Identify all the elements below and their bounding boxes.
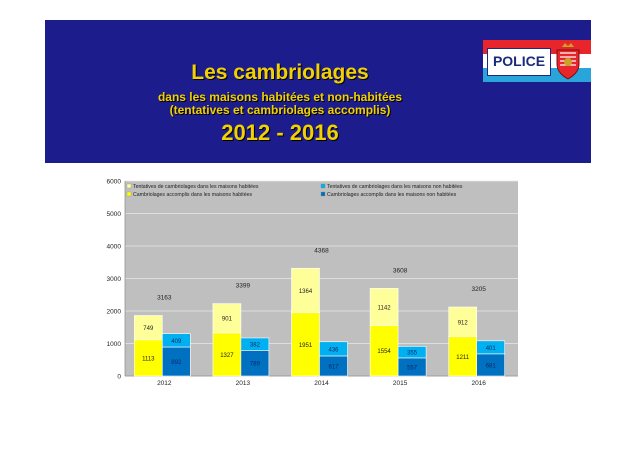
legend-label: Cambriolages accomplis dans les maisons … xyxy=(327,192,457,198)
legend-swatch xyxy=(126,183,132,189)
x-tick-label: 2016 xyxy=(471,380,486,387)
legend-label: Tentatives de cambriolages dans les mais… xyxy=(133,184,259,190)
bar-value-label: 1554 xyxy=(377,349,391,355)
bar-value-label: 355 xyxy=(407,351,418,357)
bar-value-label: 749 xyxy=(143,326,154,332)
bar-value-label: 1327 xyxy=(220,353,234,359)
bar-value-label: 1364 xyxy=(299,289,313,295)
subtitle-line-1: dans les maisons habitées et non-habitée… xyxy=(157,90,403,104)
x-tick-label: 2013 xyxy=(236,380,251,387)
total-label: 3608 xyxy=(393,267,408,274)
bar-value-label: 557 xyxy=(407,365,418,371)
bar-value-label: 1211 xyxy=(456,355,470,361)
bar-chart: 0 1000 2000 3000 4000 5000 6000 Tentatives de c… xyxy=(107,179,518,387)
bar-value-label: 1951 xyxy=(299,343,313,349)
legend-swatch xyxy=(320,191,326,197)
legend-label: Cambriolages accomplis dans les maisons … xyxy=(133,192,252,198)
bar-value-label: 1113 xyxy=(142,356,155,362)
bar-segment xyxy=(319,341,348,357)
bar-segment xyxy=(369,288,399,326)
y-tick-label: 6000 xyxy=(107,179,122,186)
bar-segment xyxy=(240,337,270,351)
bar-segment xyxy=(162,333,191,348)
bar-segment xyxy=(162,346,191,377)
bar-value-label: 382 xyxy=(250,343,261,349)
police-logo-box: POLICE xyxy=(487,48,551,76)
total-label: 4368 xyxy=(314,247,329,254)
bar-segment xyxy=(397,346,427,359)
bar-segment xyxy=(448,306,478,337)
bar-segment xyxy=(133,315,163,341)
bar-segment xyxy=(291,267,320,313)
bar-value-label: 892 xyxy=(171,360,182,366)
y-tick-label: 4000 xyxy=(107,244,122,251)
bar-value-label: 912 xyxy=(458,320,469,326)
bar-value-label: 436 xyxy=(328,347,339,353)
bar-segment xyxy=(133,339,163,377)
total-label: 3163 xyxy=(157,294,172,301)
bar-segment xyxy=(240,350,270,377)
legend-swatch xyxy=(126,191,132,197)
bar-segment xyxy=(291,312,320,377)
bar-value-label: 409 xyxy=(171,339,182,345)
x-tick-label: 2015 xyxy=(393,380,408,387)
bar-value-label: 401 xyxy=(486,346,497,352)
y-tick-label: 3000 xyxy=(107,276,122,283)
legend-swatch xyxy=(320,183,326,189)
bar-value-label: 1142 xyxy=(378,305,392,311)
y-tick-label: 0 xyxy=(117,374,121,381)
bar-segment xyxy=(476,340,506,355)
police-logo-text: POLICE xyxy=(492,53,546,69)
year-range: 2012 - 2016 xyxy=(221,120,339,145)
x-tick-label: 2014 xyxy=(314,380,329,387)
y-tick-label: 5000 xyxy=(107,211,122,218)
crest-icon xyxy=(556,43,580,80)
x-tick-label: 2012 xyxy=(157,380,172,387)
y-tick-label: 2000 xyxy=(107,309,122,316)
y-tick-label: 1000 xyxy=(107,341,122,348)
bar-value-label: 617 xyxy=(328,364,339,370)
subtitle-line-2: (tentatives et cambriolages accomplis) xyxy=(169,103,391,117)
total-label: 3205 xyxy=(471,286,486,293)
legend-label: Tentatives de cambriolages dans les mais… xyxy=(327,184,463,190)
bar-value-label: 901 xyxy=(222,317,233,323)
page-title: Les cambriolages xyxy=(191,61,369,84)
bar-value-label: 681 xyxy=(486,363,497,369)
bar-value-label: 789 xyxy=(250,362,261,368)
total-label: 3399 xyxy=(236,283,251,290)
bar-segment xyxy=(369,325,399,377)
bar-segment xyxy=(212,303,242,334)
